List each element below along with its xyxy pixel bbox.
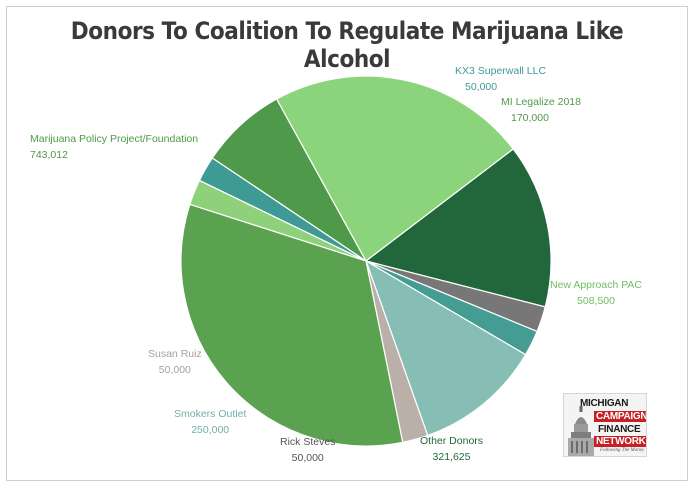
pie-slice-9: [180, 203, 404, 447]
logo-line-2: CAMPAIGN: [594, 411, 646, 422]
slice-label-new-approach-pac: New Approach PAC 508,500: [550, 277, 642, 309]
pie-slice-3: [275, 75, 515, 262]
slice-name: Marijuana Policy Project/Foundation: [30, 133, 199, 145]
slice-name: KX3 Superwall LLC: [455, 65, 547, 77]
slice-label-other-donors: Other Donors 321,625: [420, 433, 483, 465]
pie-slice-4: [364, 148, 552, 308]
slice-value: 170,000: [511, 112, 549, 124]
slice-label-smokers-outlet: Smokers Outlet 250,000: [174, 406, 246, 438]
mcfn-logo: MICHIGAN CAMPAIGN FINANCE NETWORK Follow…: [563, 393, 647, 457]
logo-tagline: Following The Money: [600, 448, 645, 453]
slice-value: 250,000: [191, 424, 230, 436]
slice-value: 50,000: [158, 364, 191, 376]
slice-label-kx3-superwall: KX3 Superwall LLC 50,000: [455, 63, 546, 95]
slice-name: New Approach PAC: [550, 279, 643, 291]
chart-title: Donors To Coalition To Regulate Marijuan…: [70, 17, 624, 73]
capitol-dome-icon: [568, 406, 594, 456]
slice-name: MI Legalize 2018: [501, 96, 581, 108]
slice-value: 321,625: [432, 451, 471, 463]
slice-value: 50,000: [291, 452, 324, 464]
slice-label-marijuana-policy-project: Marijuana Policy Project/Foundation 743,…: [30, 131, 198, 163]
slice-name: Rick Steves: [280, 436, 336, 448]
slice-name: Smokers Outlet: [174, 408, 247, 420]
slice-value: 743,012: [30, 149, 68, 161]
pie-slice-7: [364, 259, 527, 437]
logo-line-1: MICHIGAN: [580, 398, 629, 409]
slice-name: Other Donors: [420, 435, 484, 447]
slice-value: 50,000: [465, 81, 498, 93]
slice-label-susan-ruiz: Susan Ruiz 50,000: [148, 346, 202, 378]
slice-label-rick-steves: Rick Steves 50,000: [280, 434, 335, 466]
slice-value: 508,500: [577, 295, 615, 307]
logo-line-3: FINANCE: [598, 424, 641, 435]
logo-line-4: NETWORK: [594, 436, 646, 447]
slice-label-mi-legalize: MI Legalize 2018 170,000: [501, 94, 581, 126]
slice-name: Susan Ruiz: [148, 348, 202, 360]
